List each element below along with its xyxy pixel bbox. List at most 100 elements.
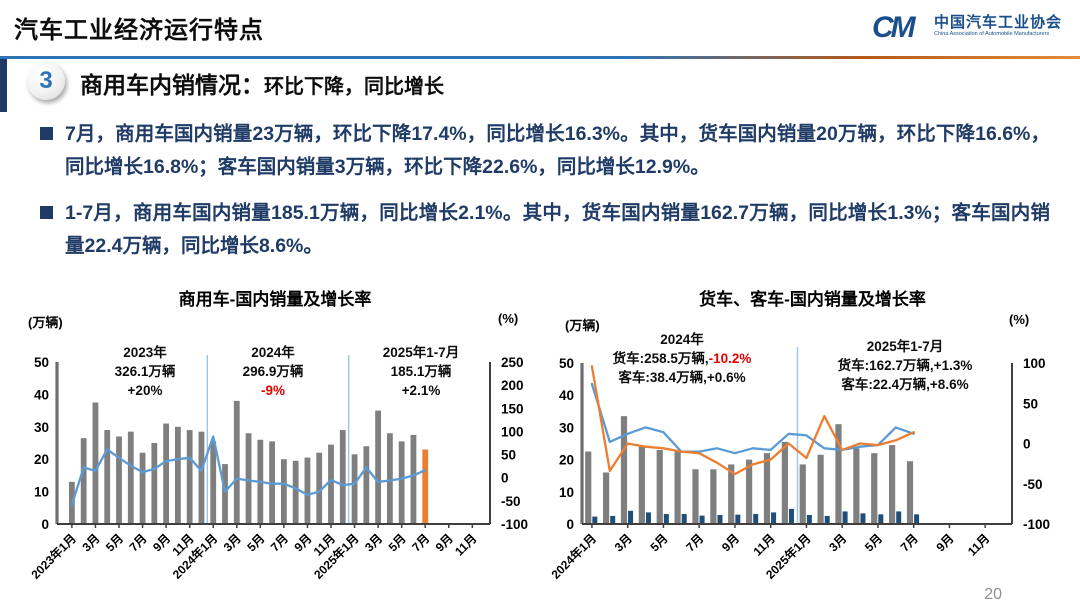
chart-annotation: 2025年1-7月 185.1万辆 +2.1% xyxy=(271,343,571,400)
sales-bar xyxy=(280,459,287,524)
annotation-text: 货车:258.5万辆, xyxy=(612,351,709,366)
truck-sales-bar xyxy=(763,453,771,524)
sales-bar xyxy=(186,430,193,524)
left-axis-tick-label: 20 xyxy=(559,453,574,468)
sales-bar xyxy=(245,433,252,524)
chart-annotation: 2025年1-7月 货车:162.7万辆,+1.3% 客车:22.4万辆,+8.6% xyxy=(755,337,1055,394)
annotation-text: 2023年 xyxy=(123,345,167,360)
bus-sales-bar xyxy=(914,514,920,524)
sales-bar xyxy=(198,431,205,524)
chart-truck-bus: 货车、客车-国内销量及增长率 (万辆) (%) 0 10 20 30 40 50 -100 -… xyxy=(545,283,1080,605)
left-axis-tick-label: 0 xyxy=(41,517,49,532)
truck-sales-bar xyxy=(889,445,896,524)
bus-sales-bar xyxy=(878,514,884,524)
left-axis-tick-label: 30 xyxy=(34,420,49,435)
right-axis-unit-label: (%) xyxy=(498,311,519,326)
bus-sales-bar xyxy=(860,513,866,524)
x-axis-tick-label: 3月 xyxy=(826,531,849,554)
annotation-text: 2025年1-7月 xyxy=(382,345,460,360)
right-axis-tick-label: -100 xyxy=(501,517,528,532)
svg-text:CM: CM xyxy=(872,11,917,44)
sales-bar xyxy=(339,430,346,524)
sales-bar xyxy=(410,434,417,524)
sales-bar xyxy=(375,410,382,524)
bullet-text: 1-7月，商用车国内销量185.1万辆，同比增长2.1%。其中，货车国内销量16… xyxy=(65,202,1050,257)
right-axis-tick-label: 100 xyxy=(1023,356,1046,371)
truck-sales-bar xyxy=(728,464,735,524)
chart-annotation: 2023年 326.1万辆 +20% xyxy=(0,343,295,400)
page-title: 汽车工业经济运行特点 xyxy=(14,17,264,44)
sales-bar xyxy=(316,452,323,524)
sales-bar xyxy=(92,402,99,524)
x-axis-tick-label: 7月 xyxy=(409,531,432,554)
truck-sales-bar xyxy=(906,461,914,524)
right-axis-tick-label: -100 xyxy=(1023,517,1050,532)
annotation-text: 296.9万辆 xyxy=(242,364,304,379)
annotation-text: 326.1万辆 xyxy=(114,364,176,379)
left-axis-tick-label: 10 xyxy=(34,485,49,500)
annotation-text: 2024年 xyxy=(251,345,295,360)
section-accent-bar xyxy=(0,59,7,112)
right-axis-tick-label: -50 xyxy=(501,494,521,509)
sales-bar xyxy=(328,444,334,524)
right-axis-unit-label: (%) xyxy=(1009,312,1030,327)
x-axis-tick-label: 9月 xyxy=(433,531,456,554)
sales-bar xyxy=(351,454,358,524)
x-axis-tick-label: 2024年1月 xyxy=(548,531,599,582)
annotation-text: 2025年1-7月 xyxy=(866,339,944,354)
left-axis-tick-label: 50 xyxy=(34,355,49,370)
x-axis-tick-label: 11月 xyxy=(452,531,479,558)
x-axis-tick-label: 7月 xyxy=(898,531,921,554)
bus-sales-bar xyxy=(771,512,777,524)
left-axis-tick-label: 30 xyxy=(559,420,574,435)
sales-bar xyxy=(304,457,311,524)
x-axis-tick-label: 9月 xyxy=(150,531,173,554)
section-number-badge: 3 xyxy=(27,62,65,100)
bus-sales-bar xyxy=(806,514,812,524)
bus-sales-bar xyxy=(842,511,848,524)
x-axis-tick-label: 3月 xyxy=(79,531,102,554)
sales-bar xyxy=(151,443,158,524)
chart-annotation: 2024年 货车:258.5万辆,-10.2% 客车:38.4万辆,+0.6% xyxy=(532,330,832,387)
left-axis-tick-label: 10 xyxy=(559,485,574,500)
truck-sales-bar xyxy=(799,464,806,524)
sales-bar xyxy=(222,464,228,524)
logo-org-name-cn: 中国汽车工业协会 xyxy=(933,13,1062,31)
truck-sales-bar xyxy=(692,469,699,524)
x-axis-tick-label: 9月 xyxy=(719,531,742,554)
truck-sales-bar xyxy=(620,416,628,524)
left-axis-tick-label: 40 xyxy=(559,388,574,403)
x-axis-tick-label: 11月 xyxy=(965,531,992,558)
truck-sales-bar xyxy=(585,451,592,524)
bus-sales-bar xyxy=(610,515,616,524)
annotation-text: +20% xyxy=(127,383,163,398)
section-title: 商用车内销情况：环比下降，同比增长 xyxy=(80,66,444,100)
section-title-main: 商用车内销情况： xyxy=(80,72,264,98)
right-axis-tick-label: 0 xyxy=(1023,437,1031,452)
growth-rate-line xyxy=(590,382,915,455)
caam-logo-mark-icon: CM xyxy=(872,11,920,44)
bus-sales-bar xyxy=(788,508,794,524)
truck-sales-bar xyxy=(817,454,824,524)
sales-bar xyxy=(422,449,429,524)
x-axis-tick-label: 5月 xyxy=(244,531,267,554)
bus-sales-bar xyxy=(824,515,830,524)
x-axis-tick-label: 5月 xyxy=(862,531,885,554)
left-axis-tick-label: 40 xyxy=(34,387,49,402)
x-axis-tick-label: 9月 xyxy=(933,531,956,554)
sales-bar xyxy=(127,431,134,524)
truck-sales-bar xyxy=(853,448,860,524)
bus-sales-bar xyxy=(663,514,669,524)
bus-sales-bar xyxy=(717,514,723,524)
annotation-text: 货车:162.7万辆,+1.3% xyxy=(837,358,973,373)
chart-title: 商用车-国内销量及增长率 xyxy=(178,290,372,309)
sales-bar xyxy=(139,452,146,524)
caam-logo: CM 中国汽车工业协会 China Association of Automob… xyxy=(870,7,1062,45)
left-axis-tick-label: 0 xyxy=(566,517,574,532)
truck-sales-bar xyxy=(638,446,645,524)
right-axis-tick-label: 0 xyxy=(501,471,509,486)
left-axis-unit-label: (万辆) xyxy=(28,315,63,330)
truck-sales-bar xyxy=(674,451,681,524)
sales-bar xyxy=(210,441,217,524)
sales-bar xyxy=(116,436,122,524)
